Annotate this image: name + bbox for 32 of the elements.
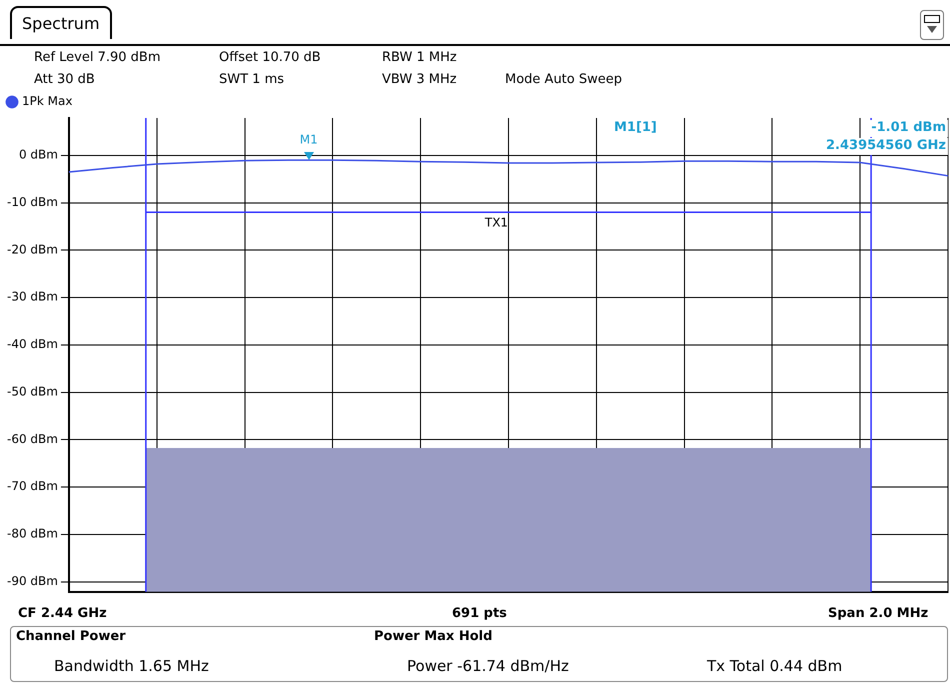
text: SWT 1 ms bbox=[217, 72, 286, 87]
text: RBW 1 MHz bbox=[380, 50, 459, 65]
text: Tx Total 0.44 dBm bbox=[705, 657, 844, 675]
y-tick-label: 0 dBm bbox=[18, 148, 58, 162]
y-tick-label: -50 dBm bbox=[7, 384, 58, 398]
text: CF 2.44 GHz bbox=[16, 606, 109, 621]
ref-line-label: TX1 bbox=[484, 215, 508, 230]
text: Mode Auto Sweep bbox=[503, 72, 624, 87]
annotation: -1.01 dBm bbox=[871, 120, 946, 135]
y-tick-label: -10 dBm bbox=[7, 194, 58, 209]
text: Bandwidth 1.65 MHz bbox=[52, 657, 211, 675]
text: 691 pts bbox=[450, 606, 509, 621]
text: Channel Power bbox=[14, 629, 128, 644]
annotation: M1 bbox=[300, 132, 318, 146]
text: VBW 3 MHz bbox=[380, 72, 459, 87]
text: Power -61.74 dBm/Hz bbox=[405, 657, 571, 675]
y-tick-label: -20 dBm bbox=[7, 242, 58, 256]
annotation: 2.43954560 GHz bbox=[826, 138, 946, 153]
y-tick-label: -30 dBm bbox=[7, 290, 58, 304]
y-tick-label: -80 dBm bbox=[7, 526, 58, 541]
y-tick-label: -70 dBm bbox=[7, 479, 58, 494]
annotation: M1[1] bbox=[614, 120, 657, 135]
text: Att 30 dB bbox=[32, 72, 97, 87]
text: Offset 10.70 dB bbox=[217, 50, 323, 65]
y-tick-label: -90 dBm bbox=[7, 574, 58, 588]
legend-label: 1Pk Max bbox=[22, 94, 72, 108]
text: Span 2.0 MHz bbox=[826, 606, 930, 621]
chart-title: Spectrum bbox=[10, 6, 112, 39]
text: Power Max Hold bbox=[372, 629, 494, 644]
text: Ref Level 7.90 dBm bbox=[32, 50, 163, 65]
y-tick-label: -40 dBm bbox=[7, 337, 58, 352]
y-tick-label: -60 dBm bbox=[7, 432, 58, 446]
